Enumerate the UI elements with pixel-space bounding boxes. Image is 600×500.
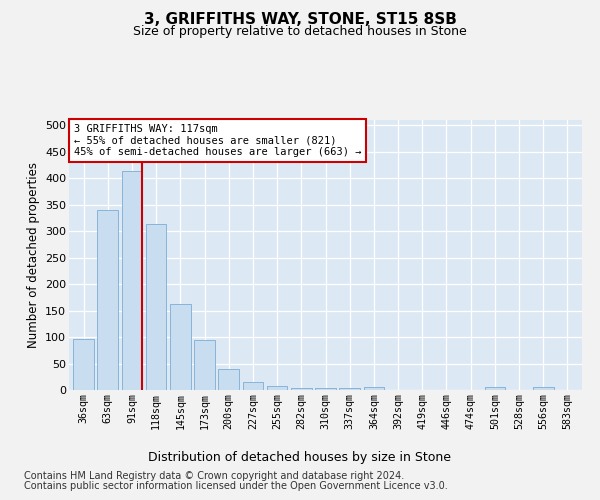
Bar (533, 388, 554, 390)
Bar (315, 388, 336, 390)
Bar (146, 224, 166, 390)
Text: Contains HM Land Registry data © Crown copyright and database right 2024.: Contains HM Land Registry data © Crown c… (24, 471, 404, 481)
Bar (97, 210, 118, 390)
Y-axis label: Number of detached properties: Number of detached properties (26, 162, 40, 348)
Text: Size of property relative to detached houses in Stone: Size of property relative to detached ho… (133, 25, 467, 38)
Bar (267, 386, 287, 390)
Bar (170, 304, 191, 390)
Text: Contains public sector information licensed under the Open Government Licence v3: Contains public sector information licen… (24, 481, 448, 491)
Bar (122, 171, 142, 390)
Bar (218, 369, 239, 390)
Bar (291, 388, 311, 390)
Bar (194, 340, 215, 390)
Bar (242, 382, 263, 390)
Bar (485, 388, 505, 390)
Bar (73, 338, 94, 390)
Bar (364, 388, 384, 390)
Text: Distribution of detached houses by size in Stone: Distribution of detached houses by size … (149, 451, 452, 464)
Text: 3 GRIFFITHS WAY: 117sqm
← 55% of detached houses are smaller (821)
45% of semi-d: 3 GRIFFITHS WAY: 117sqm ← 55% of detache… (74, 124, 362, 157)
Text: 3, GRIFFITHS WAY, STONE, ST15 8SB: 3, GRIFFITHS WAY, STONE, ST15 8SB (143, 12, 457, 28)
Bar (340, 388, 360, 390)
